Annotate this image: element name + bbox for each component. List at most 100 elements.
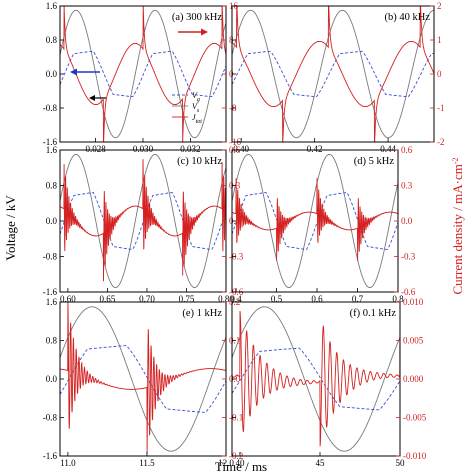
panel-label: (d) 5 kHz	[354, 156, 395, 167]
x-tick-label: 0.40	[233, 144, 249, 154]
y-axis-label-left: Voltage / kV	[3, 195, 18, 261]
series-current-density	[232, 178, 398, 261]
y-tick-label: 0.8	[46, 35, 58, 45]
y-tick-label: 0.8	[46, 181, 58, 191]
series-current-density	[232, 310, 400, 447]
plot-area	[60, 302, 226, 454]
x-tick-label: 0.032	[180, 144, 200, 154]
panels: 0.028 0.030 0.0321.60.80.0-0.8-1.61680-8-1…	[43, 1, 445, 468]
plot-area	[232, 153, 398, 289]
panel-label: (b) 40 kHz	[385, 12, 431, 23]
series-current-density	[60, 302, 226, 454]
legend-label: Vg	[192, 91, 200, 103]
y-right-tick-label: -0.3	[229, 252, 244, 262]
y-right-tick-label: 1	[437, 35, 442, 45]
x-tick-label: 12.0	[218, 458, 234, 468]
series-surface-voltage	[232, 347, 400, 411]
panel-frame	[59, 301, 227, 457]
series-gap-voltage	[232, 306, 400, 452]
series-gap-voltage	[60, 306, 226, 452]
x-tick-label: 0.6	[311, 294, 323, 304]
series-current-density	[232, 6, 434, 142]
y-tick-label: 1.6	[46, 1, 58, 11]
y-right-tick-label: 0.000	[403, 374, 424, 384]
y-right-tick-label: -0.1	[229, 413, 243, 423]
y-right-tick-label: -0.010	[403, 451, 427, 461]
axis-arrows	[70, 28, 208, 101]
panel-label: (c) 10 kHz	[177, 156, 222, 167]
y-tick-label: 0.0	[46, 216, 58, 226]
x-tick-label: 11.0	[60, 458, 76, 468]
y-tick-label: 0.0	[46, 69, 58, 79]
x-tick-label: 0.44	[380, 144, 396, 154]
y-axis-label-right: Current density / mA·cm-2	[450, 157, 465, 294]
series-surface-voltage	[60, 50, 226, 98]
y-right-tick-label: 0.3	[401, 181, 413, 191]
x-tick-label: 0.030	[133, 144, 154, 154]
x-tick-label: 0.028	[85, 144, 106, 154]
panel-2: 0.40 0.42 0.44 2 1 0 -1 -2 (b) 40 kHz	[231, 1, 445, 154]
right-axis-arrowhead	[201, 28, 208, 36]
panel-frame	[231, 149, 399, 293]
panel-5: 11.0 11.5 12.01.60.80.0-0.8-1.60.20.10.0-0…	[43, 297, 244, 468]
x-tick-label: 0.4	[230, 294, 242, 304]
panel-label: (a) 300 kHz	[172, 12, 222, 23]
y-right-tick-label: -1	[437, 103, 445, 113]
panel-3: 0.60 0.65 0.70 0.75 0.801.60.80.0-0.8-1.60.6…	[43, 145, 244, 304]
x-tick-label: 0.65	[100, 294, 116, 304]
pointer-arrowhead	[89, 95, 95, 101]
y-tick-label: -1.6	[43, 451, 58, 461]
y-right-tick-label: 0.010	[403, 297, 424, 307]
plot-area	[60, 6, 226, 142]
y-right-tick-label: 0.6	[401, 145, 413, 155]
x-tick-label: 50	[396, 458, 406, 468]
y-right-tick-label: 0.005	[403, 336, 424, 346]
y-tick-label: 0.8	[46, 336, 58, 346]
series-gap-voltage	[232, 153, 398, 289]
panel-4: 0.4 0.5 0.6 0.7 0.8 0.6 0.3 0.0 -0.3 -0.6 (d) 5 kH…	[230, 145, 415, 304]
series-gap-voltage	[232, 9, 434, 139]
y-right-tick-label: -0.6	[401, 287, 416, 297]
plot-area	[232, 306, 400, 452]
panel-1: 0.028 0.030 0.0321.60.80.0-0.8-1.61680-8-1…	[43, 1, 242, 154]
x-tick-label: 40	[236, 458, 246, 468]
plot-area	[60, 153, 226, 289]
x-tick-label: 45	[316, 458, 326, 468]
y-right-tick-label: -0.005	[403, 413, 427, 423]
panel-label: (e) 1 kHz	[182, 308, 222, 319]
plot-area	[232, 6, 434, 142]
y-right-tick-label: 2	[437, 1, 442, 11]
x-tick-label: 0.60	[60, 294, 76, 304]
y-tick-label: -1.6	[43, 287, 58, 297]
panel-frame	[231, 5, 435, 143]
panel-label: (f) 0.1 kHz	[350, 308, 397, 319]
series-surface-voltage	[60, 345, 226, 413]
series-current-density	[60, 159, 226, 282]
y-right-tick-label: -2	[437, 137, 445, 147]
y-tick-label: -0.8	[43, 103, 58, 113]
series-surface-voltage	[232, 192, 398, 250]
series-current-density	[60, 6, 226, 142]
legend-label: Vs	[192, 102, 200, 114]
y-tick-label: 1.6	[46, 145, 58, 155]
y-right-tick-label: -0.3	[401, 252, 416, 262]
legend-label: Jtot	[192, 113, 202, 125]
left-axis-arrowhead	[70, 68, 77, 76]
series-surface-voltage	[60, 192, 226, 250]
x-tick-label: 0.75	[179, 294, 195, 304]
y-right-tick-label: 0	[437, 69, 442, 79]
x-tick-label: 0.5	[271, 294, 283, 304]
panel-6: 40 45 50 0.010 0.005 0.000 -0.005 -0.010 (f) 0.1…	[231, 297, 427, 468]
x-tick-label: 0.8	[392, 294, 404, 304]
y-tick-label: -0.8	[43, 252, 58, 262]
y-tick-label: 0.0	[46, 374, 58, 384]
series-surface-voltage	[232, 50, 434, 98]
x-tick-label: 0.42	[307, 144, 323, 154]
y-tick-label: -0.8	[43, 413, 58, 423]
y-right-tick-label: 0.0	[401, 216, 413, 226]
x-tick-label: 0.70	[139, 294, 155, 304]
x-axis-label: Time / ms	[215, 459, 267, 474]
x-tick-label: 11.5	[139, 458, 155, 468]
